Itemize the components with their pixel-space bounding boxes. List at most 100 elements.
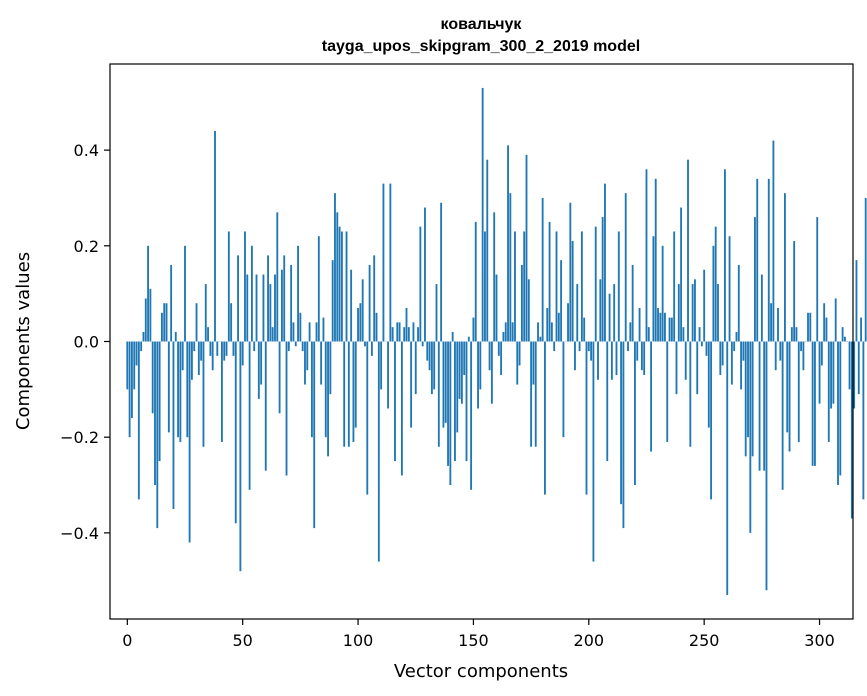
bar	[825, 317, 828, 342]
bar	[204, 284, 207, 342]
y-tick-label: 0.4	[74, 141, 99, 160]
bar	[437, 341, 440, 447]
bar	[714, 226, 717, 342]
bar	[394, 341, 396, 462]
bar	[274, 274, 276, 342]
bar	[160, 312, 163, 342]
bar	[260, 341, 263, 385]
bar	[137, 341, 140, 500]
bar	[689, 341, 692, 447]
bar	[234, 341, 237, 524]
bar	[504, 322, 507, 342]
bar	[313, 341, 316, 529]
bar	[280, 269, 283, 342]
bar	[587, 341, 590, 352]
bar	[424, 207, 426, 342]
bar	[520, 264, 523, 342]
bar	[770, 303, 773, 342]
bar	[527, 279, 530, 342]
bar	[650, 341, 653, 452]
bar	[165, 303, 168, 342]
bar	[544, 341, 546, 495]
bar	[862, 341, 865, 500]
bar	[253, 341, 256, 352]
bar	[647, 327, 650, 342]
bar	[640, 341, 643, 371]
x-tick-label: 300	[804, 631, 835, 650]
bar	[578, 341, 581, 352]
bar	[760, 274, 763, 342]
bar	[361, 279, 364, 342]
bar	[747, 341, 749, 438]
bar	[142, 331, 145, 342]
y-tick-label: 0.2	[74, 237, 99, 256]
bar	[131, 341, 133, 419]
bar	[613, 284, 616, 342]
bar	[232, 341, 235, 356]
bar	[827, 341, 830, 442]
bar	[389, 183, 392, 342]
bar	[841, 327, 844, 342]
bar	[737, 264, 740, 342]
bar	[488, 341, 491, 371]
bar	[283, 255, 286, 342]
bar	[816, 217, 819, 342]
bar	[592, 341, 595, 562]
bar	[350, 269, 353, 342]
bar	[126, 341, 129, 390]
bar	[742, 341, 745, 361]
bar	[661, 245, 664, 342]
bar	[691, 284, 694, 342]
bar	[797, 341, 800, 442]
bar	[523, 231, 526, 342]
bar	[334, 193, 336, 342]
bar	[373, 255, 376, 342]
bar	[788, 341, 791, 452]
bar	[479, 341, 482, 390]
bar	[357, 308, 359, 342]
bar	[387, 341, 389, 409]
bar	[271, 327, 274, 342]
bar	[719, 341, 722, 375]
bar	[848, 341, 851, 390]
bar	[820, 341, 823, 366]
bar	[248, 341, 251, 490]
bar	[292, 322, 295, 342]
bar	[211, 341, 214, 371]
x-axis: 0 50 100 150 200 250 300	[122, 619, 835, 650]
bar	[772, 140, 775, 342]
bar	[458, 341, 461, 399]
bar	[608, 293, 611, 342]
bar	[786, 341, 789, 433]
x-tick-label: 100	[343, 631, 374, 650]
bar	[537, 322, 539, 342]
y-axis: −0.4 −0.2 0.0 0.2 0.4	[60, 141, 110, 543]
bar	[790, 327, 793, 342]
bar	[800, 341, 803, 352]
bar	[763, 341, 766, 471]
bar	[301, 341, 304, 352]
bar	[400, 341, 403, 476]
bar	[454, 341, 456, 462]
chart-title: ковальчук	[441, 16, 523, 33]
bar	[331, 260, 334, 342]
bar	[645, 169, 648, 342]
y-tick-label: −0.4	[60, 524, 99, 543]
bar	[765, 341, 768, 591]
bar	[509, 193, 512, 342]
bar	[428, 341, 431, 371]
bar	[225, 341, 228, 356]
bar	[308, 322, 311, 342]
bar	[730, 341, 733, 385]
bar	[659, 312, 662, 342]
bar	[170, 264, 173, 342]
bar	[830, 341, 833, 409]
bar	[317, 236, 320, 342]
bar	[315, 322, 318, 342]
bar	[322, 317, 325, 342]
x-tick-label: 0	[122, 631, 132, 650]
bar	[359, 303, 362, 342]
bar	[449, 341, 452, 486]
bar	[823, 303, 826, 342]
bar	[795, 327, 798, 342]
